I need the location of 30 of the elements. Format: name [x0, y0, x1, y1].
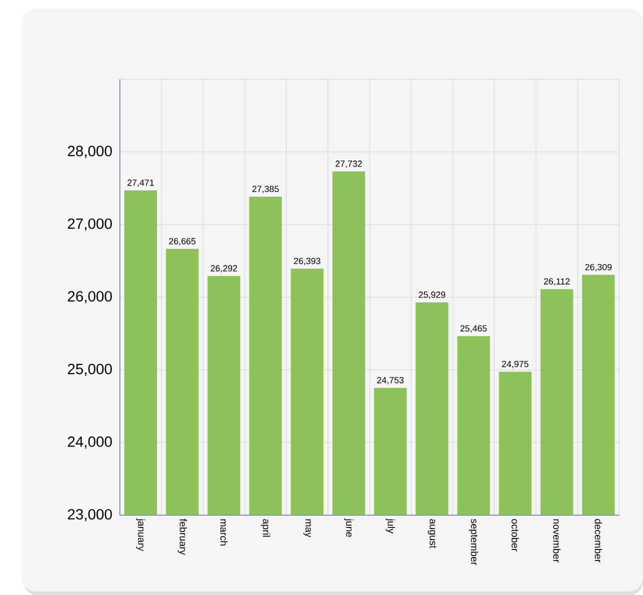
y-tick-label: 26,000 — [68, 290, 112, 304]
data-label: 26,665 — [169, 238, 196, 246]
data-label: 27,471 — [128, 179, 154, 187]
data-label: 27,732 — [336, 160, 362, 168]
x-tick-label: january — [136, 518, 146, 551]
data-label: 26,393 — [294, 258, 320, 265]
data-label: 24,753 — [377, 376, 404, 384]
x-tick-label: march — [220, 519, 228, 546]
x-tick-label: february — [178, 518, 187, 555]
y-tick-label: 27,000 — [68, 218, 112, 230]
x-tick-label: july — [386, 518, 395, 534]
data-label: 25,465 — [460, 325, 487, 332]
x-tick-label: august — [428, 518, 436, 548]
x-tick-label: april — [260, 518, 270, 536]
y-tick-label: 25,000 — [68, 364, 112, 376]
x-tick-label: november — [553, 519, 560, 562]
x-tick-label: may — [303, 519, 311, 538]
x-tick-label: june — [344, 518, 354, 537]
x-tick-label: september — [468, 518, 478, 565]
x-tick-label: december — [594, 518, 602, 562]
y-tick-label: 23,000 — [68, 508, 112, 522]
data-label: 26,292 — [210, 264, 238, 272]
data-label: 25,929 — [418, 291, 446, 299]
x-tick-label: october — [512, 518, 519, 552]
data-label: 27,385 — [252, 186, 279, 193]
data-label: 26,309 — [585, 264, 612, 272]
data-label: 26,112 — [544, 278, 570, 286]
data-label: 24,975 — [502, 360, 528, 368]
y-tick-label: 28,000 — [68, 146, 112, 158]
y-tick-label: 24,000 — [68, 436, 112, 448]
